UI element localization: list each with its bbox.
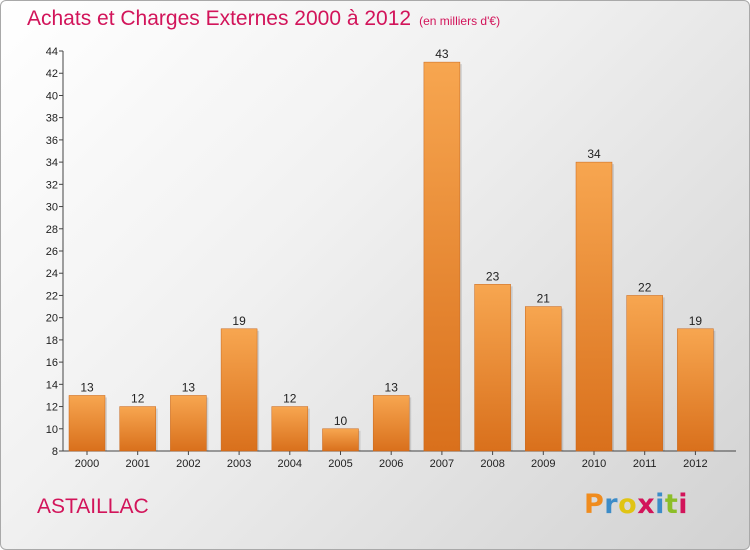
x-axis: 2000 2001 2002 2003 2004 2005 2006 2007 2008 2009… — [63, 450, 736, 470]
value-label: 19 — [689, 314, 703, 328]
logo-letter: t — [664, 489, 679, 520]
y-tick-label: 30 — [46, 202, 58, 214]
chart-unit: (en milliers d'€) — [419, 14, 501, 28]
proxiti-logo: Proxiti — [584, 489, 688, 520]
value-label: 13 — [385, 380, 399, 394]
logo-letter: o — [618, 489, 638, 520]
y-tick-label: 16 — [46, 357, 58, 369]
x-tick-label: 2000 — [75, 458, 99, 470]
value-label: 23 — [486, 269, 500, 283]
bar-2001 — [119, 406, 156, 452]
y-tick-label: 44 — [46, 46, 58, 58]
x-tick-label: 2004 — [278, 458, 302, 470]
x-tick-label: 2006 — [379, 458, 403, 470]
value-label: 12 — [131, 392, 145, 406]
bar-2012 — [677, 328, 714, 452]
y-tick-label: 18 — [46, 335, 58, 347]
logo-letter: P — [584, 489, 605, 520]
bar-2009 — [525, 306, 562, 452]
value-label: 21 — [537, 292, 551, 306]
y-tick-label: 20 — [46, 313, 58, 325]
x-tick-label: 2003 — [227, 458, 251, 470]
value-label: 43 — [435, 47, 449, 61]
value-label: 10 — [334, 414, 348, 428]
bar-2007 — [423, 61, 461, 452]
y-tick-label: 28 — [46, 224, 58, 236]
y-tick-label: 10 — [46, 424, 58, 436]
bar-2000 — [68, 395, 106, 452]
bar-2003 — [220, 328, 258, 452]
value-label: 34 — [587, 147, 601, 161]
y-tick-label: 14 — [46, 379, 58, 391]
x-tick-label: 2002 — [176, 458, 200, 470]
logo-letter: r — [604, 489, 619, 520]
logo-letter: i — [655, 489, 665, 520]
logo-letter: x — [637, 489, 656, 520]
x-tick-label: 2007 — [430, 458, 454, 470]
x-tick-label: 2009 — [531, 458, 555, 470]
chart-title: Achats et Charges Externes 2000 à 2012 — [27, 7, 412, 30]
bar-2004 — [271, 406, 309, 452]
value-label: 13 — [80, 380, 94, 394]
bar-2002 — [170, 395, 207, 452]
bars-group: 13 12 13 19 12 10 13 43 23 21 34 22 19 — [68, 47, 716, 452]
x-tick-label: 2008 — [480, 458, 504, 470]
x-tick-label: 2001 — [125, 458, 149, 470]
x-tick-label: 2010 — [582, 458, 606, 470]
value-label: 12 — [283, 392, 297, 406]
x-tick-label: 2005 — [328, 458, 352, 470]
x-tick-label: 2012 — [683, 458, 707, 470]
value-label: 19 — [232, 314, 246, 328]
y-tick-label: 36 — [46, 135, 58, 147]
value-label: 22 — [638, 280, 652, 294]
y-tick-label: 22 — [46, 290, 58, 302]
y-axis: 8 10 12 14 16 18 20 22 24 26 28 30 32 34 36 38 40 42 44 — [46, 46, 64, 458]
bar-2006 — [372, 395, 410, 452]
y-tick-label: 38 — [46, 113, 58, 125]
y-tick-label: 26 — [46, 246, 58, 258]
bar-2005 — [322, 428, 359, 452]
x-tick-label: 2011 — [633, 458, 657, 470]
chart-title-block: Achats et Charges Externes 2000 à 2012 (e… — [27, 7, 500, 31]
y-tick-label: 12 — [46, 402, 58, 414]
bar-2008 — [474, 284, 511, 452]
value-label: 13 — [182, 380, 196, 394]
logo-letter: i — [678, 489, 689, 520]
bar-2011 — [626, 295, 663, 452]
commune-name: ASTAILLAC — [37, 495, 149, 518]
y-tick-label: 8 — [52, 446, 58, 458]
y-tick-label: 32 — [46, 179, 58, 191]
y-tick-label: 42 — [46, 68, 58, 80]
y-tick-label: 34 — [46, 157, 58, 169]
bar-2010 — [575, 161, 613, 452]
y-tick-label: 24 — [46, 268, 58, 280]
y-tick-label: 40 — [46, 90, 58, 102]
